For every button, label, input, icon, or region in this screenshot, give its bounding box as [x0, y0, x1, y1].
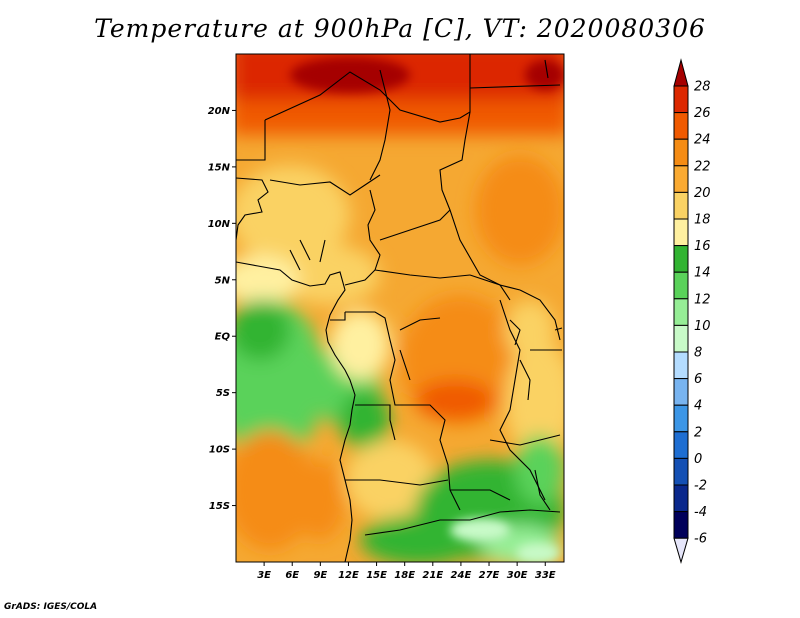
lon-tick-label: 12E — [338, 570, 359, 581]
lon-tick-label: 6E — [285, 570, 299, 581]
colorbar-swatch — [673, 431, 689, 459]
longitude-axis: 3E 6E 9E 12E 15E 18E 21E 24E 27E 30E 33E — [257, 562, 556, 581]
map-frame — [235, 53, 565, 563]
colorbar-label: 18 — [694, 213, 711, 228]
colorbar-label: 22 — [694, 159, 711, 174]
lat-tick-label: 15N — [208, 162, 231, 173]
colorbar-label: 14 — [694, 266, 711, 281]
lon-tick-label: 9E — [313, 570, 327, 581]
colorbar-label: 4 — [694, 399, 702, 414]
colorbar-label: 16 — [694, 239, 711, 254]
lat-tick-label: 5N — [215, 275, 231, 286]
colorbar-swatch — [673, 298, 689, 326]
colorbar-swatch — [673, 484, 689, 513]
colorbar-label: -6 — [694, 532, 707, 547]
colorbar-label: 10 — [694, 319, 711, 334]
colorbar-swatch — [673, 378, 689, 406]
colorbar-swatch — [673, 511, 689, 539]
colorbar-swatch — [673, 351, 689, 380]
lat-tick-label: 10S — [209, 445, 230, 456]
lat-tick-label: 10N — [208, 219, 231, 230]
colorbar-label: 26 — [694, 106, 711, 121]
colorbar-swatch — [673, 165, 689, 193]
colorbar-swatch — [673, 324, 689, 353]
lon-tick-label: 24E — [451, 570, 472, 581]
colorbar-top-arrow — [673, 58, 689, 87]
colorbar-label: 28 — [694, 80, 711, 95]
colorbar-label: 8 — [694, 346, 702, 361]
colorbar-swatch — [673, 191, 689, 220]
colorbar-label: -4 — [694, 505, 707, 520]
colorbar-label: 20 — [694, 186, 711, 201]
colorbar-bottom-arrow — [673, 537, 689, 564]
lon-tick-label: 15E — [366, 570, 387, 581]
colorbar-swatch — [673, 457, 689, 486]
colorbar-swatch — [673, 245, 689, 273]
lat-tick-label: EQ — [215, 332, 231, 343]
country-borders — [236, 54, 563, 562]
lon-tick-label: 33E — [535, 570, 556, 581]
lon-tick-label: 3E — [257, 570, 271, 581]
lon-tick-label: 27E — [479, 570, 500, 581]
colorbar-label: 2 — [694, 425, 702, 440]
lon-tick-label: 30E — [507, 570, 528, 581]
colorbar-label: 24 — [694, 133, 711, 148]
colorbar-swatch — [673, 218, 689, 247]
lon-tick-label: 18E — [394, 570, 415, 581]
colorbar-swatch — [673, 112, 689, 140]
lat-tick-label: 5S — [216, 388, 230, 399]
colorbar-label: -2 — [694, 479, 707, 494]
colorbar-label: 0 — [694, 452, 702, 467]
colorbar-swatch — [673, 85, 689, 114]
lon-tick-label: 21E — [422, 570, 443, 581]
lat-tick-label: 15S — [209, 501, 230, 512]
colorbar-label: 6 — [694, 372, 702, 387]
latitude-axis: 20N 15N 10N 5N EQ 5S 10S 15S — [208, 106, 236, 512]
colorbar-swatch — [673, 138, 689, 167]
colorbar-swatch — [673, 271, 689, 300]
lat-tick-label: 20N — [208, 106, 231, 117]
colorbar-label: 12 — [694, 292, 711, 307]
map-title: Temperature at 900hPa [C], VT: 202008030… — [94, 14, 706, 43]
colorbar-swatch — [673, 404, 689, 433]
grads-credit: GrADS: IGES/COLA — [4, 602, 98, 612]
